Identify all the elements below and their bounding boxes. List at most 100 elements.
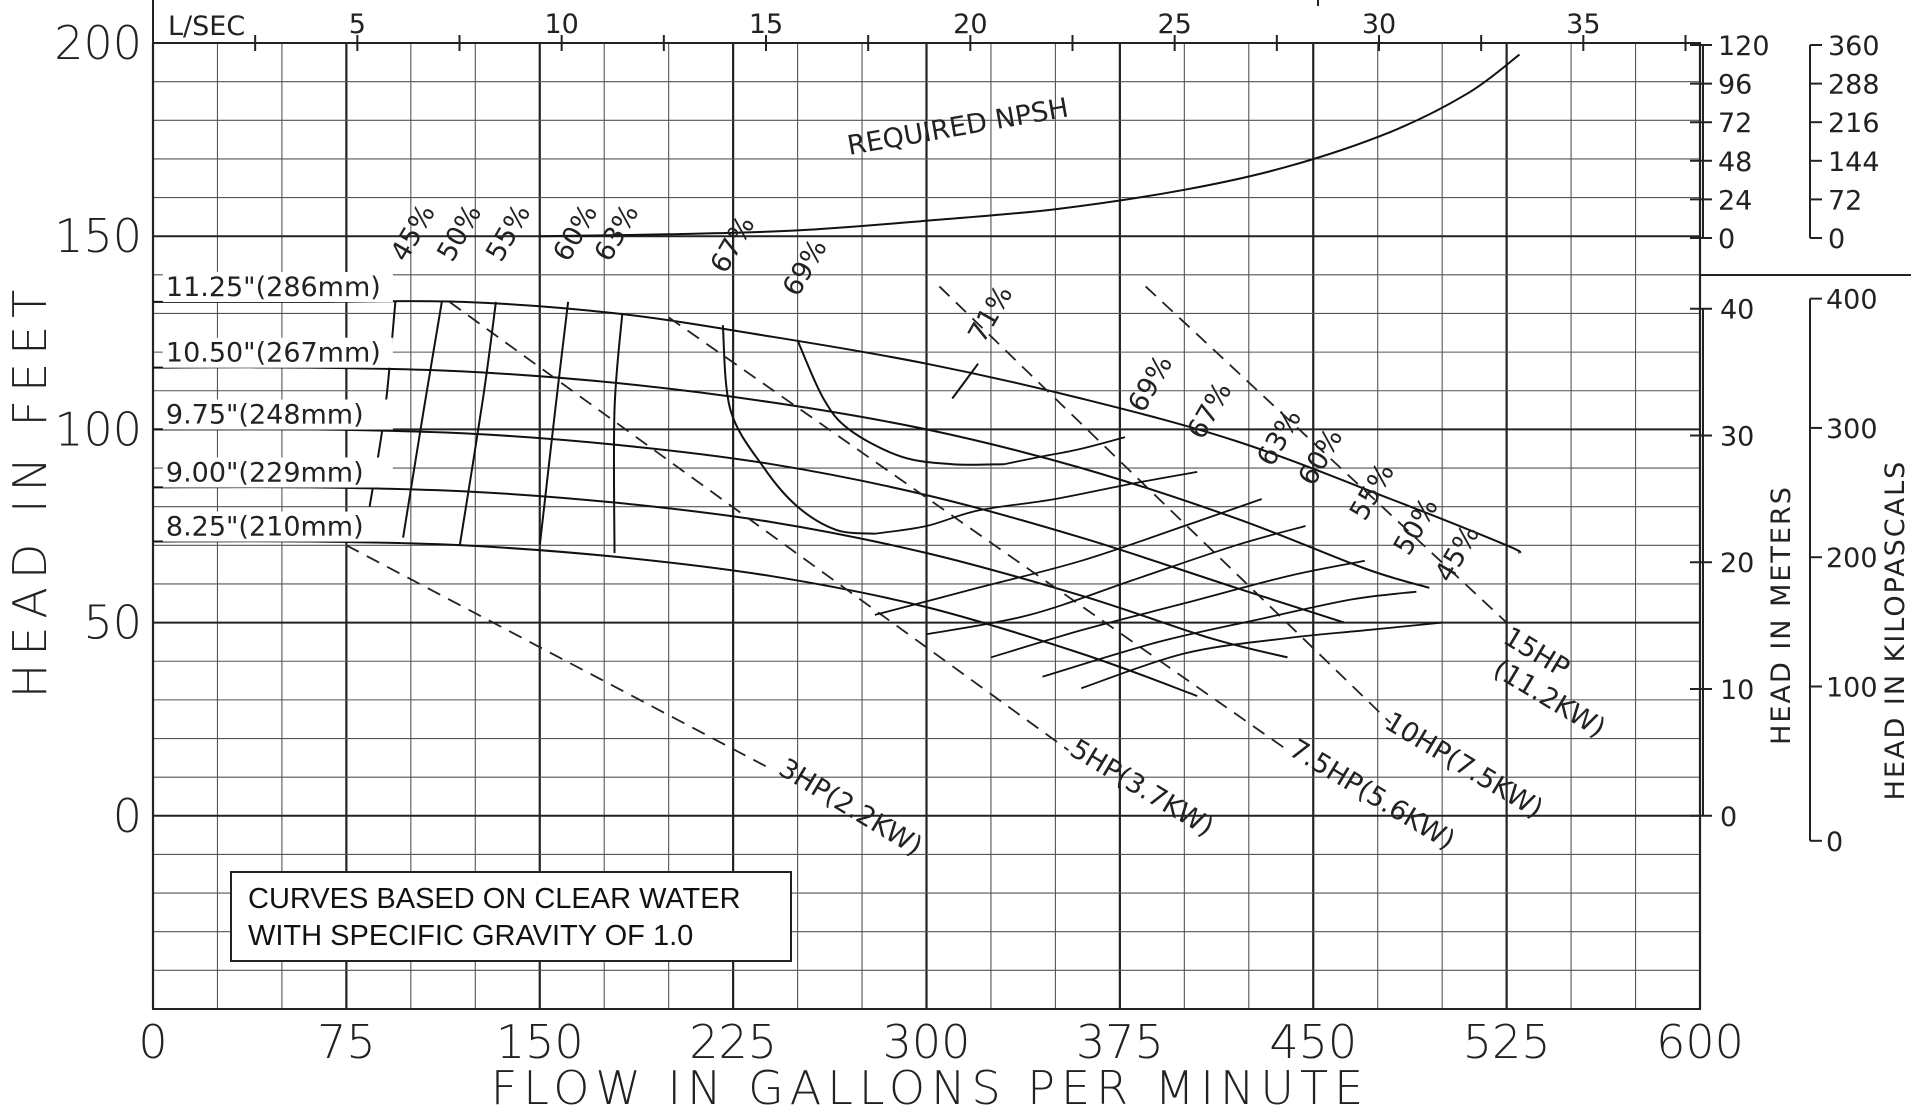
impeller-label-bg — [162, 511, 393, 542]
efficiency-curve — [612, 313, 624, 554]
efficiency-label: 67% — [705, 211, 762, 278]
npsh-kpa-tick-label: 144 — [1828, 147, 1880, 178]
hp-line — [938, 285, 1392, 724]
x-tick-label: 75 — [317, 1015, 376, 1069]
kpa-tick-label: 100 — [1826, 673, 1878, 704]
y-tick-label: 150 — [54, 209, 142, 263]
efficiency-curve — [721, 325, 875, 535]
npsh-kpa-tick-label: 216 — [1828, 108, 1880, 139]
kpa-axis-title: HEAD IN KILOPASCALS — [1880, 460, 1911, 801]
top-tick-label: 35 — [1566, 9, 1600, 40]
top-tick-label: 15 — [749, 9, 783, 40]
npsh-curve — [539, 53, 1521, 238]
npsh-ft-tick-label: 0 — [1718, 224, 1735, 255]
hp-line — [1145, 285, 1508, 624]
npsh-ft-tick-label: 48 — [1718, 147, 1752, 178]
npsh-label: REQUIRED NPSH — [845, 93, 1071, 162]
hp-label: 3HP(2.2KW) — [773, 753, 927, 863]
efficiency-curve-right — [874, 471, 1198, 535]
y-tick-label: 200 — [54, 16, 142, 70]
top-tick-label: 5 — [349, 9, 366, 40]
meters-tick-label: 40 — [1720, 295, 1754, 326]
note-box — [230, 871, 792, 962]
efficiency-label-right: 69% — [1122, 350, 1179, 417]
top-tick-label: 10 — [544, 9, 578, 40]
note-line-1: CURVES BASED ON CLEAR WATER — [248, 883, 741, 915]
x-tick-label: 375 — [1076, 1015, 1164, 1069]
impeller-label: 11.25"(286mm) — [166, 272, 381, 303]
efficiency-label-right: 60% — [1292, 423, 1349, 490]
x-axis-title: FLOW IN GALLONS PER MINUTE — [491, 1061, 1369, 1115]
efficiency-curve-right — [1042, 590, 1417, 678]
hp-line — [448, 301, 1069, 751]
impeller-label-bg — [162, 337, 393, 368]
impeller-curve — [152, 540, 1198, 697]
meters-tick-label: 30 — [1720, 421, 1754, 452]
x-tick-label: 150 — [496, 1015, 584, 1069]
kpa-tick-label: 400 — [1826, 285, 1878, 316]
efficiency-curve-right — [1080, 621, 1443, 690]
efficiency-label-right: 50% — [1388, 493, 1445, 560]
y-tick-label: 0 — [113, 789, 142, 843]
x-tick-label: 600 — [1656, 1015, 1744, 1069]
npsh-kpa-tick-label: 288 — [1828, 70, 1880, 101]
x-tick-label: 525 — [1463, 1015, 1551, 1069]
efficiency-curve-right — [926, 525, 1306, 636]
kpa-tick-label: 300 — [1826, 414, 1878, 445]
efficiency-curve — [796, 340, 1004, 466]
impeller-label: 8.25"(210mm) — [166, 512, 364, 543]
impeller-label-bg — [162, 272, 393, 303]
lsec-label: L/SEC — [168, 11, 245, 42]
efficiency-curve — [402, 301, 443, 538]
hp-line — [345, 544, 773, 771]
impeller-curve — [152, 300, 1522, 554]
hp-label: 5HP(3.7KW) — [1065, 733, 1219, 843]
efficiency-label-right: 67% — [1182, 377, 1239, 444]
hp-line — [668, 316, 1288, 751]
efficiency-curve — [538, 301, 570, 546]
meters-tick-label: 10 — [1720, 675, 1754, 706]
labels: 11.25"(286mm) 10.50"(267mm) 9.75"(248mm) 9.… — [162, 93, 1611, 863]
impeller-label-bg — [162, 399, 393, 430]
efficiency-label: 45% — [385, 199, 442, 266]
y-tick-label: 50 — [83, 596, 142, 650]
x-tick-label: 0 — [138, 1015, 167, 1069]
impeller-curve — [152, 486, 1288, 659]
npsh-ft-tick-label: 72 — [1718, 108, 1752, 139]
x-tick-label: 450 — [1269, 1015, 1357, 1069]
note-line-2: WITH SPECIFIC GRAVITY OF 1.0 — [248, 920, 693, 952]
meters-axis-title: HEAD IN METERS — [1766, 485, 1797, 745]
npsh-ft-tick-label: 96 — [1718, 70, 1752, 101]
efficiency-curve — [458, 301, 497, 546]
kpa-tick-label: 200 — [1826, 543, 1878, 574]
efficiency-label-right: 45% — [1429, 520, 1486, 587]
efficiency-label: 60% — [547, 199, 604, 266]
npsh-ft-tick-label: 120 — [1718, 31, 1770, 62]
npsh-kpa-tick-label: 72 — [1828, 185, 1862, 216]
y-tick-label: 100 — [54, 402, 142, 456]
impeller-label: 9.75"(248mm) — [166, 400, 364, 431]
meters-tick-label: 20 — [1720, 548, 1754, 579]
top-tick-label: 20 — [953, 9, 987, 40]
efficiency-curve — [951, 363, 979, 400]
efficiency-label: 50% — [431, 199, 488, 266]
efficiency-label: 55% — [480, 199, 537, 266]
npsh-ft-tick-label: 24 — [1718, 185, 1752, 216]
x-tick-label: 300 — [883, 1015, 971, 1069]
meters-tick-label: 0 — [1720, 802, 1737, 833]
efficiency-curve-right — [990, 559, 1365, 659]
impeller-label: 9.00"(229mm) — [166, 457, 364, 488]
top-tick-label: 30 — [1362, 9, 1396, 40]
impeller-label: 10.50"(267mm) — [166, 338, 381, 369]
curves — [152, 53, 1522, 771]
efficiency-label: 69% — [777, 234, 834, 301]
efficiency-curve-right — [1003, 436, 1126, 466]
y-axis-title: HEAD IN FEET — [3, 282, 57, 698]
impeller-label-bg — [162, 457, 393, 488]
npsh-kpa-tick-label: 360 — [1828, 31, 1880, 62]
efficiency-curve-right — [874, 498, 1262, 616]
efficiency-label: 63% — [589, 199, 646, 266]
